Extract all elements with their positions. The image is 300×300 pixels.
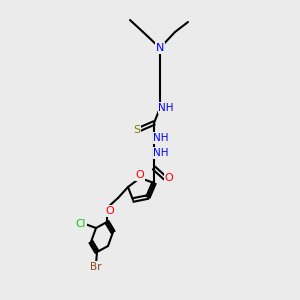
Text: S: S: [134, 125, 141, 135]
Text: Cl: Cl: [76, 219, 86, 229]
Text: O: O: [165, 173, 173, 183]
Text: O: O: [106, 206, 114, 216]
Text: NH: NH: [153, 148, 169, 158]
Text: Br: Br: [90, 262, 102, 272]
Text: O: O: [136, 170, 144, 180]
Text: NH: NH: [153, 133, 169, 143]
Text: N: N: [156, 43, 164, 53]
Text: NH: NH: [158, 103, 174, 113]
